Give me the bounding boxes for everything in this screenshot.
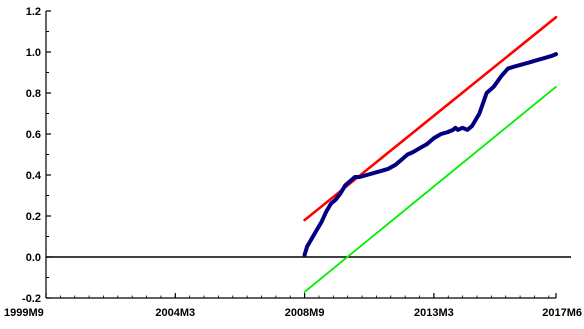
y-tick-label: 1.2 (26, 6, 41, 18)
x-tick-label: 2008M9 (285, 307, 325, 319)
series-group (302, 15, 558, 293)
y-tick-label: 0.2 (26, 211, 41, 223)
y-tick-label: 0.0 (26, 252, 41, 264)
y-tick-label: 1.0 (26, 47, 41, 59)
y-tick-label: 0.6 (26, 129, 41, 141)
tick-labels: -0.2 0.0 0.2 0.4 0.6 0.8 1.0 1.2 1999M9 2004M3 200… (4, 6, 582, 319)
series-line-3 (302, 52, 558, 257)
y-tick-label: 0.4 (26, 170, 42, 182)
x-tick-label: 1999M9 (4, 307, 44, 319)
y-tick-label: -0.2 (22, 293, 41, 305)
axes (45, 10, 557, 299)
x-tick-label: 2017M6 (542, 307, 582, 319)
y-tick-label: 0.8 (26, 88, 41, 100)
x-tick-label: 2013M3 (414, 307, 454, 319)
x-tick-label: 2004M3 (155, 307, 195, 319)
series-line-2 (303, 85, 557, 293)
